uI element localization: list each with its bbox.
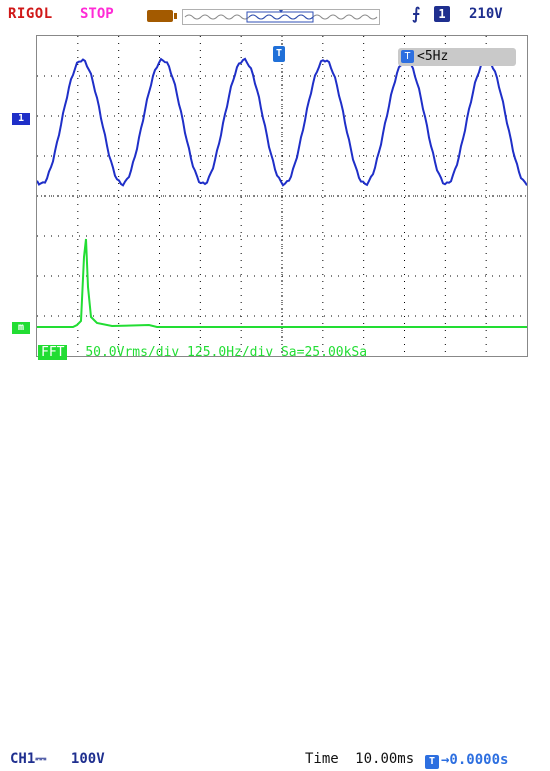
ch1-coupling-icon: ⎓: [35, 751, 47, 767]
run-state-label[interactable]: STOP: [80, 6, 114, 22]
memory-timeline: [182, 9, 380, 25]
trigger-position-marker[interactable]: T: [273, 46, 285, 62]
trigger-icon: T: [401, 50, 414, 63]
math-offset-marker[interactable]: m: [12, 322, 30, 334]
frequency-readout: T <5Hz: [398, 48, 516, 66]
trigger-offset-value: →0.0000s: [441, 752, 509, 768]
trigger-level: 210V: [469, 6, 503, 22]
waveform-plot: [37, 36, 527, 356]
fft-settings: 50.0Vrms/div 125.0Hz/div Sa=25.00kSa: [85, 345, 368, 360]
battery-icon: [147, 10, 177, 22]
fft-waveform: [37, 238, 527, 328]
trigger-offset-readout[interactable]: T →0.0000s: [425, 752, 545, 770]
trigger-settings[interactable]: ⨍ 1 210V: [395, 4, 545, 26]
ch1-label: CH1: [10, 751, 36, 767]
rising-edge-icon: ⨍: [412, 4, 421, 23]
ch1-scale-value: 100V: [70, 751, 105, 767]
time-base-readout[interactable]: Time 10.00ms: [305, 751, 414, 767]
top-status-bar: RIGOL STOP ⨍ 1 210V: [0, 0, 550, 32]
bottom-status-bar: CH1⎓ 100V Time 10.00ms T →0.0000s: [0, 375, 550, 769]
ch1-offset-marker[interactable]: 1: [12, 113, 30, 125]
fft-settings-line: FFT 50.0Vrms/div 125.0Hz/div Sa=25.00kSa: [38, 345, 528, 361]
scope-display[interactable]: [36, 35, 528, 357]
brand-label: RIGOL: [8, 6, 53, 22]
frequency-text: <5Hz: [417, 49, 449, 64]
time-scale: 10.00ms: [355, 751, 415, 767]
trigger-channel-badge: 1: [434, 6, 450, 22]
ch1-waveform: [37, 57, 527, 187]
ch1-scale-readout[interactable]: CH1⎓ 100V: [10, 751, 290, 771]
time-label: Time: [305, 751, 339, 767]
fft-tag: FFT: [38, 345, 68, 360]
trigger-offset-icon: T: [425, 755, 439, 769]
